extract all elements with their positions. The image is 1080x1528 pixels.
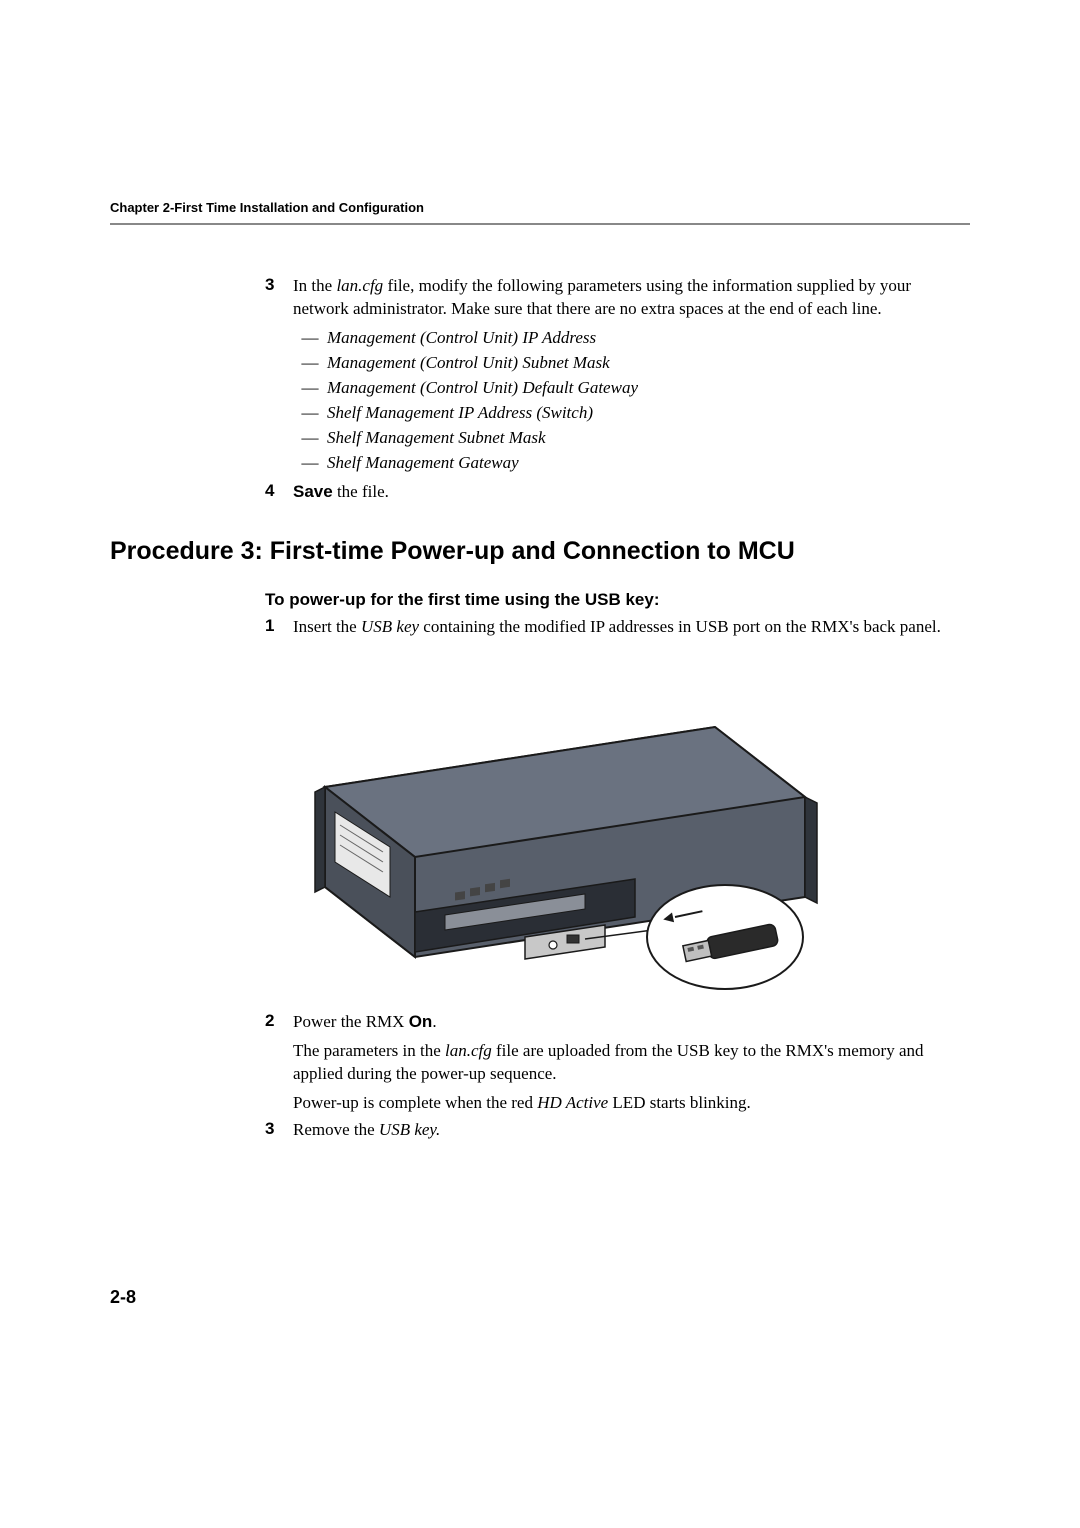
text: containing the modified IP addresses in …: [419, 617, 941, 636]
item-text: Shelf Management Subnet Mask: [327, 427, 970, 450]
step-number: 3: [265, 275, 293, 477]
step-body: Insert the USB key containing the modifi…: [293, 616, 970, 639]
text: In the: [293, 276, 336, 295]
item-text: Management (Control Unit) Default Gatewa…: [327, 377, 970, 400]
content-area: 3 In the lan.cfg file, modify the follow…: [265, 275, 970, 503]
step-body: Power the RMX On. The parameters in the …: [293, 1011, 970, 1115]
list-item: —Shelf Management Subnet Mask: [293, 427, 970, 450]
text: The parameters in the: [293, 1041, 445, 1060]
dash-icon: —: [293, 452, 327, 475]
list-item: —Management (Control Unit) IP Address: [293, 327, 970, 350]
item-text: Management (Control Unit) IP Address: [327, 327, 970, 350]
filename: lan.cfg: [336, 276, 383, 295]
list-item: —Shelf Management IP Address (Switch): [293, 402, 970, 425]
parameter-list: —Management (Control Unit) IP Address —M…: [293, 327, 970, 475]
list-item: —Management (Control Unit) Subnet Mask: [293, 352, 970, 375]
text: .: [432, 1012, 436, 1031]
step-3: 3 In the lan.cfg file, modify the follow…: [265, 275, 970, 477]
dash-icon: —: [293, 427, 327, 450]
step-body: Remove the USB key.: [293, 1119, 970, 1142]
step-number: 4: [265, 481, 293, 504]
filename: lan.cfg: [445, 1041, 492, 1060]
procedure-heading: Procedure 3: First-time Power-up and Con…: [110, 537, 970, 566]
text: Insert the: [293, 617, 361, 636]
dash-icon: —: [293, 402, 327, 425]
page-number: 2-8: [110, 1287, 136, 1308]
italic-term: USB key: [361, 617, 419, 636]
text: file, modify the following parameters us…: [293, 276, 911, 318]
text: Power-up is complete when the red: [293, 1093, 537, 1112]
chapter-text: Chapter 2-First Time Installation and Co…: [110, 200, 424, 215]
step-number: 3: [265, 1119, 293, 1142]
step-4: 4 Save the file.: [265, 481, 970, 504]
text: Power the RMX: [293, 1012, 409, 1031]
proc-step-2: 2 Power the RMX On. The parameters in th…: [265, 1011, 970, 1115]
step-number: 2: [265, 1011, 293, 1115]
list-item: —Management (Control Unit) Default Gatew…: [293, 377, 970, 400]
list-item: —Shelf Management Gateway: [293, 452, 970, 475]
item-text: Management (Control Unit) Subnet Mask: [327, 352, 970, 375]
chapter-header: Chapter 2-First Time Installation and Co…: [110, 200, 970, 225]
dash-icon: —: [293, 352, 327, 375]
italic-term: HD Active: [537, 1093, 608, 1112]
lead-text: To power-up for the first time using the…: [265, 590, 970, 610]
paragraph: The parameters in the lan.cfg file are u…: [293, 1040, 970, 1086]
proc-step-1: 1 Insert the USB key containing the modi…: [265, 616, 970, 639]
item-text: Shelf Management IP Address (Switch): [327, 402, 970, 425]
text: the file.: [333, 482, 389, 501]
bold-word: On: [409, 1012, 433, 1031]
bold-word: Save: [293, 482, 333, 501]
text: Remove the: [293, 1120, 379, 1139]
dash-icon: —: [293, 377, 327, 400]
italic-term: USB key.: [379, 1120, 440, 1139]
step-body: Save the file.: [293, 481, 970, 504]
procedure-content: To power-up for the first time using the…: [265, 590, 970, 1142]
rmx-device-figure: [295, 657, 825, 997]
step-number: 1: [265, 616, 293, 639]
proc-step-3: 3 Remove the USB key.: [265, 1119, 970, 1142]
item-text: Shelf Management Gateway: [327, 452, 970, 475]
paragraph: Power-up is complete when the red HD Act…: [293, 1092, 970, 1115]
step-body: In the lan.cfg file, modify the followin…: [293, 275, 970, 477]
text: LED starts blinking.: [608, 1093, 751, 1112]
dash-icon: —: [293, 327, 327, 350]
